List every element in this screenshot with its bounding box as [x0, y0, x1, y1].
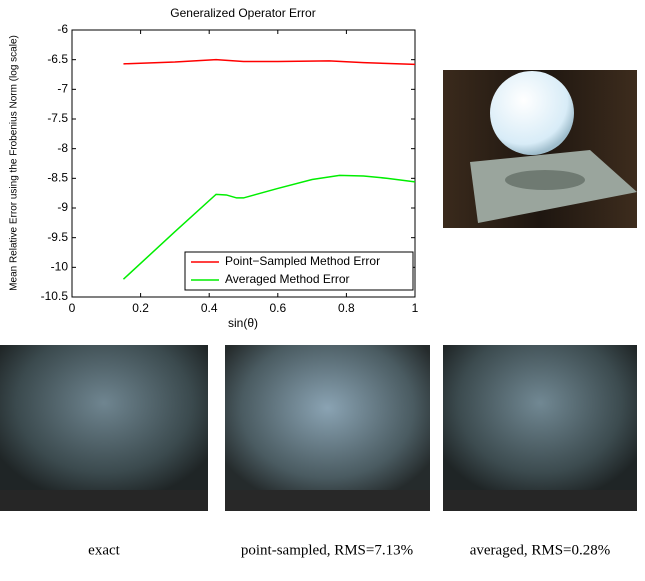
legend-box: [184, 251, 414, 291]
render-image: [443, 70, 637, 228]
legend-label: Averaged Method Error: [225, 272, 350, 286]
caption: point-sampled, RMS=7.13%: [241, 542, 413, 558]
chart-title: Generalized Operator Error: [170, 6, 315, 20]
x-tick-label: 0.6: [269, 301, 286, 315]
y-tick-label: -7: [57, 82, 68, 96]
x-tick-label: 0.8: [338, 301, 355, 315]
averaged-image-floor: [443, 490, 637, 511]
averaged-image: [443, 345, 637, 511]
y-tick-label: -8: [57, 141, 68, 155]
y-tick-label: -9: [57, 200, 68, 214]
y-tick-label: -7.5: [47, 111, 68, 125]
caption: averaged, RMS=0.28%: [470, 542, 611, 558]
y-axis-label: Mean Relative Error using the Frobenius …: [9, 35, 20, 291]
x-tick-label: 1: [412, 301, 419, 315]
point-sampled-image-floor: [225, 490, 430, 511]
exact-image-floor: [0, 490, 208, 511]
y-tick-label: -10.5: [41, 289, 69, 303]
exact-image: [0, 345, 208, 511]
y-tick-label: -9.5: [47, 230, 68, 244]
plot-frame: [71, 29, 416, 298]
caption: exact: [88, 542, 120, 558]
chart: Generalized Operator Error sin(θ) Mean R…: [9, 6, 419, 330]
x-tick-label: 0.2: [132, 301, 149, 315]
x-tick-label: 0: [69, 301, 76, 315]
point-sampled-image: [225, 345, 430, 511]
line: [122, 174, 416, 280]
line: [123, 58, 416, 66]
legend-label: Point−Sampled Method Error: [225, 254, 380, 268]
y-tick-label: -6: [57, 22, 68, 36]
x-axis-label: sin(θ): [228, 316, 258, 330]
y-tick-label: -10: [51, 260, 69, 274]
x-tick-label: 0.4: [201, 301, 218, 315]
y-tick-label: -8.5: [47, 171, 68, 185]
y-tick-label: -6.5: [47, 52, 68, 66]
